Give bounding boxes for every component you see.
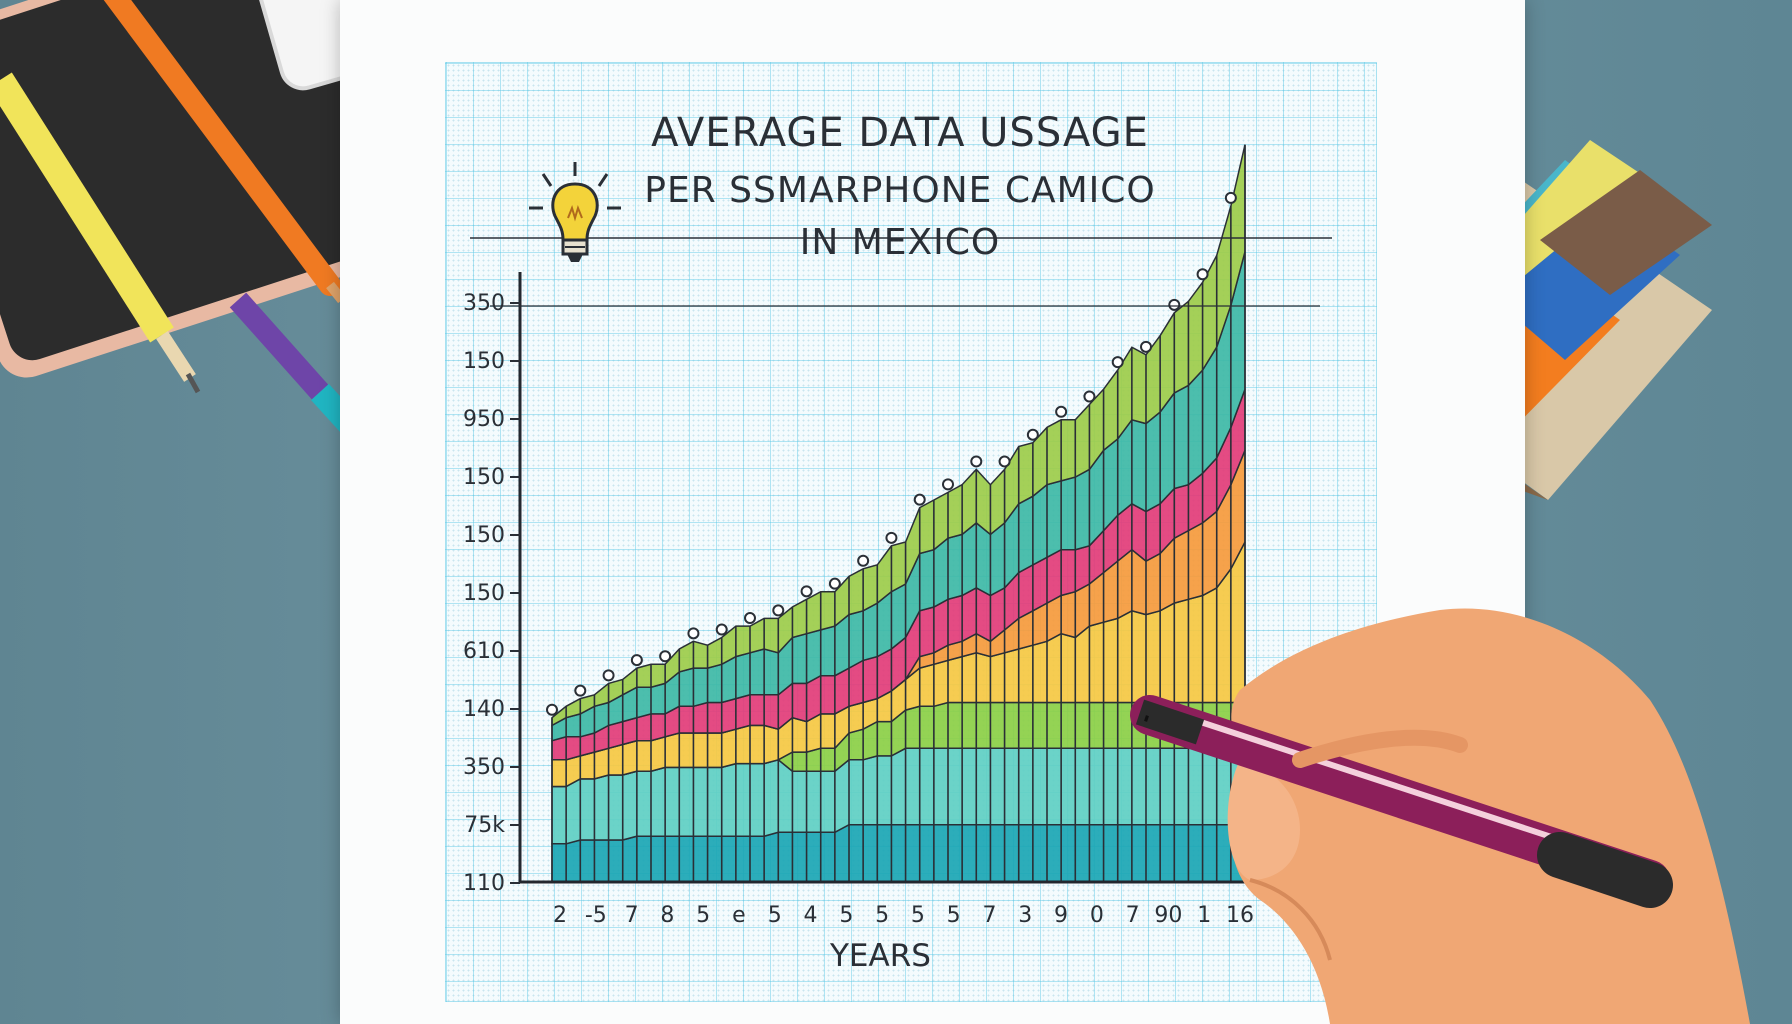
peak-marker — [1196, 268, 1209, 281]
x-tick-label: 9 — [1054, 903, 1068, 928]
chart-title-line-2: PER SSMARPHONE CAMICO — [644, 170, 1156, 211]
y-tick-label: 75k — [464, 813, 505, 838]
chart-title-line-1: AVERAGE DATA USSAGE — [651, 110, 1149, 156]
x-tick-label: e — [732, 903, 746, 928]
x-tick-label: 8 — [660, 903, 674, 928]
y-tick-label: 610 — [463, 639, 505, 664]
peak-marker — [602, 669, 615, 682]
peak-marker — [1168, 298, 1181, 311]
y-tick-label: 350 — [463, 291, 505, 316]
x-tick-label: 4 — [804, 903, 818, 928]
x-tick-label: 2 — [553, 903, 567, 928]
x-tick-label: 5 — [768, 903, 782, 928]
x-tick-label: 7 — [982, 903, 996, 928]
x-tick-label: 5 — [875, 903, 889, 928]
peak-marker — [659, 650, 672, 663]
x-tick-label: 90 — [1154, 903, 1182, 928]
lightbulb-icon — [529, 162, 621, 262]
x-tick-label: 1 — [1197, 903, 1211, 928]
y-tick-label: 150 — [463, 581, 505, 606]
x-tick-label: 3 — [1018, 903, 1032, 928]
yellow-pencil — [0, 72, 201, 394]
x-tick-label: 5 — [839, 903, 853, 928]
peak-marker — [1224, 191, 1237, 204]
peak-marker — [1083, 390, 1096, 403]
peak-marker — [913, 493, 926, 506]
peak-marker — [942, 478, 954, 491]
x-tick-label: 7 — [1126, 903, 1140, 928]
x-axis-label: YEARS — [830, 938, 931, 974]
y-tick-label: 150 — [463, 523, 505, 548]
y-tick-label: 150 — [463, 465, 505, 490]
x-tick-label: -5 — [585, 903, 607, 928]
peak-marker — [630, 654, 643, 667]
peak-marker — [546, 703, 558, 716]
peak-marker — [885, 531, 898, 544]
y-tick-label: 140 — [463, 697, 505, 722]
x-tick-label: 16 — [1226, 903, 1254, 928]
y-tick-label: 150 — [463, 349, 505, 374]
peak-marker — [1140, 340, 1152, 353]
x-tick-label: 5 — [947, 903, 961, 928]
x-tick-label: 0 — [1090, 903, 1104, 928]
chart-title-line-3: IN MEXICO — [799, 222, 1001, 263]
y-tick-label: 950 — [463, 407, 505, 432]
peak-marker — [715, 623, 728, 636]
peak-marker — [772, 604, 785, 617]
peak-marker — [1055, 405, 1068, 418]
peak-marker — [687, 627, 700, 640]
x-tick-label: 5 — [696, 903, 710, 928]
peak-marker — [998, 455, 1011, 468]
peak-marker — [970, 455, 983, 468]
peak-marker — [1026, 428, 1039, 441]
y-tick-label: 110 — [463, 871, 505, 896]
peak-marker — [1111, 356, 1124, 369]
peak-marker — [744, 612, 756, 625]
peak-marker — [857, 554, 870, 567]
peak-marker — [828, 577, 841, 590]
peak-marker — [800, 585, 813, 598]
x-tick-label: 7 — [625, 903, 639, 928]
peak-marker — [574, 684, 587, 697]
y-tick-label: 350 — [463, 755, 505, 780]
x-tick-label: 5 — [911, 903, 925, 928]
